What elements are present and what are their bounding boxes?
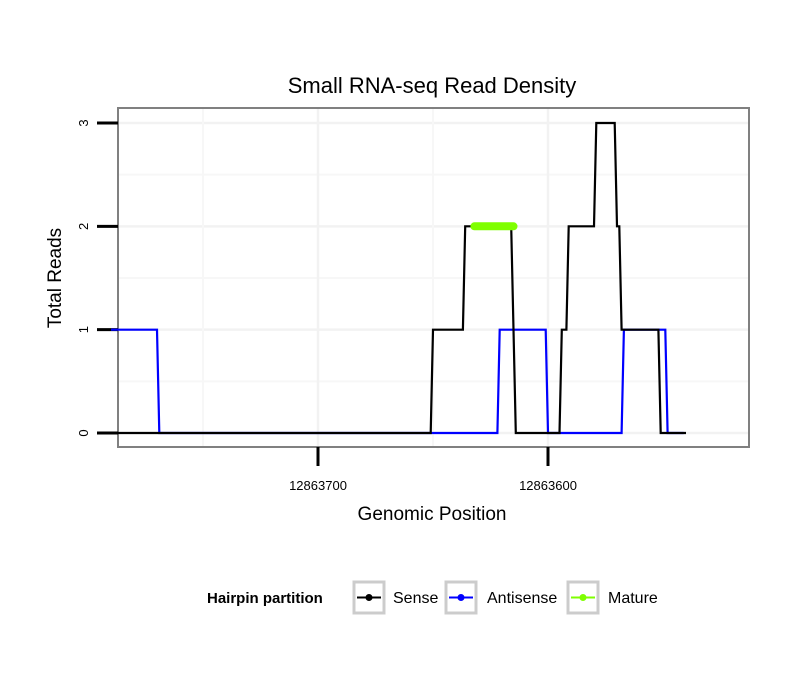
legend: Hairpin partition Sense Antisense Mature xyxy=(207,580,658,615)
legend-key-point xyxy=(365,594,373,601)
legend-entry-label: Antisense xyxy=(487,590,557,607)
y-axis-title: Total Reads xyxy=(45,228,66,328)
y-tick-label: 3 xyxy=(76,119,91,126)
chart-title: Small RNA-seq Read Density xyxy=(288,73,577,98)
x-axis-title: Genomic Position xyxy=(358,504,507,525)
legend-entry-label: Sense xyxy=(393,590,438,607)
x-tick-label: 12863700 xyxy=(289,478,347,493)
series-lines xyxy=(111,121,686,435)
x-axis: 12863700 12863600 xyxy=(289,447,577,493)
legend-key-point xyxy=(457,594,465,601)
y-tick-label: 0 xyxy=(76,429,91,436)
legend-key-point xyxy=(579,594,587,601)
x-tick-label: 12863600 xyxy=(519,478,577,493)
y-tick-label: 1 xyxy=(76,326,91,333)
series-line-antisense xyxy=(111,328,684,435)
y-axis: 0 1 2 3 xyxy=(76,119,118,437)
legend-entry-label: Mature xyxy=(608,590,658,607)
y-tick-label: 2 xyxy=(76,223,91,230)
legend-title: Hairpin partition xyxy=(207,590,323,607)
gridlines xyxy=(118,108,749,447)
plot-panel-border xyxy=(117,107,750,448)
